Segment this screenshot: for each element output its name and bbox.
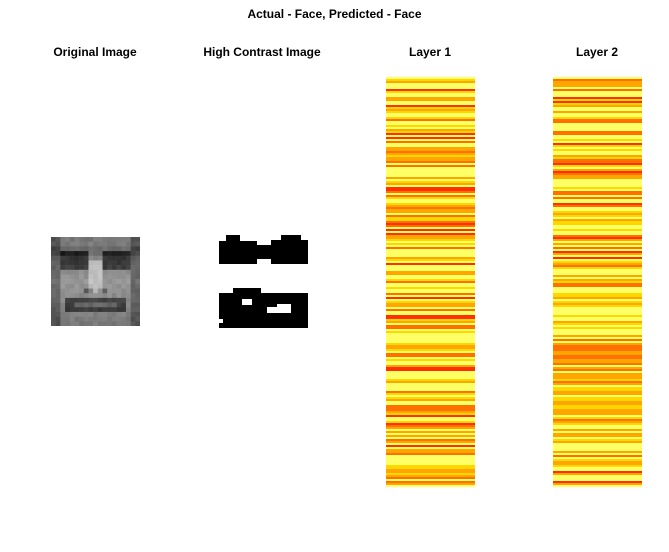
high-contrast-image-title: High Contrast Image [203, 45, 321, 59]
layer-2-heatmap-stripes [553, 77, 642, 487]
layer-2-heatmap [553, 77, 642, 487]
original-image [51, 237, 140, 326]
figure-title: Actual - Face, Predicted - Face [247, 7, 422, 21]
original-image-pixels [51, 237, 140, 326]
high-contrast-image-pixels [219, 235, 308, 328]
layer-1-heatmap-stripes [386, 77, 475, 487]
high-contrast-image [219, 235, 309, 330]
layer-1-heatmap [386, 77, 475, 487]
layer-2-title: Layer 2 [575, 45, 619, 59]
original-image-title: Original Image [53, 45, 137, 59]
layer-1-title: Layer 1 [408, 45, 452, 59]
